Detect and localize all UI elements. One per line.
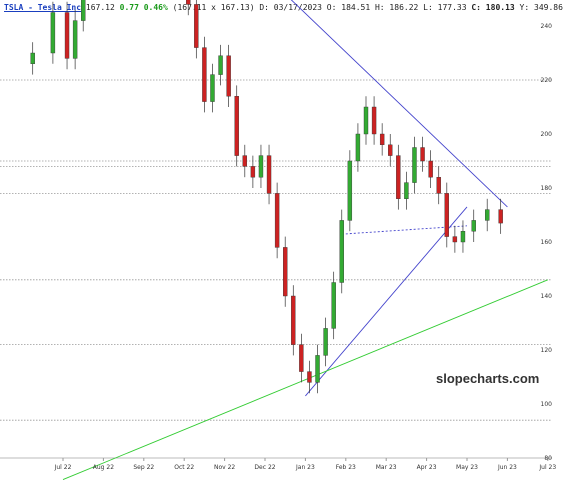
candle-body bbox=[355, 133, 361, 162]
x-tick-label: Jul 23 bbox=[538, 464, 556, 471]
trendline bbox=[62, 279, 548, 480]
x-tick-label: Jul 22 bbox=[54, 464, 72, 471]
x-tick-label: Mar 23 bbox=[376, 464, 397, 471]
high-value: H: 186.22 bbox=[374, 3, 419, 12]
candle-body bbox=[258, 155, 264, 178]
x-tick-label: Oct 22 bbox=[174, 464, 194, 471]
candle-body bbox=[412, 147, 417, 183]
chart-header: TSLA - Tesla Inc 167.12 0.77 0.46% (167.… bbox=[4, 2, 563, 14]
candle-body bbox=[404, 182, 409, 200]
y-tick-label: 160 bbox=[541, 239, 553, 246]
candle-body bbox=[485, 209, 490, 221]
candle-body bbox=[471, 220, 476, 232]
candle-body bbox=[202, 47, 207, 102]
candle-body bbox=[428, 160, 433, 178]
x-tick-label: Nov 22 bbox=[214, 464, 235, 471]
candle-body bbox=[460, 230, 466, 243]
candle-body bbox=[194, 4, 199, 48]
candle-body bbox=[80, 0, 86, 21]
x-tick-label: Apr 23 bbox=[417, 464, 437, 471]
close-value: C: 180.13 bbox=[471, 3, 515, 12]
x-tick-label: Jun 23 bbox=[497, 464, 517, 471]
candle-body bbox=[226, 55, 231, 97]
candles bbox=[30, 0, 503, 394]
candle-body bbox=[30, 52, 35, 65]
y-tick-label: 220 bbox=[541, 77, 553, 84]
candle-body bbox=[498, 209, 503, 224]
trendline bbox=[305, 206, 468, 397]
candle-body bbox=[315, 355, 320, 383]
candle-body bbox=[339, 220, 344, 283]
candle-body bbox=[307, 371, 312, 383]
x-tick-label: Jan 23 bbox=[295, 464, 315, 471]
candle-body bbox=[388, 144, 393, 156]
candle-body bbox=[331, 282, 336, 329]
bid-ask-range: (167.11 x 167.13) bbox=[172, 3, 255, 12]
candle-body bbox=[283, 247, 288, 297]
last-price: 167.12 bbox=[85, 3, 115, 12]
candle-body bbox=[72, 20, 78, 59]
low-value: L: 177.33 bbox=[423, 3, 467, 12]
x-tick-label: May 23 bbox=[456, 464, 478, 471]
candle-body bbox=[371, 106, 377, 135]
candle-body bbox=[218, 55, 223, 75]
candle-body bbox=[242, 155, 248, 167]
x-tick-label: Feb 23 bbox=[336, 464, 356, 471]
symbol-link[interactable]: TSLA - Tesla Inc bbox=[4, 3, 82, 12]
candle-body bbox=[210, 74, 215, 102]
y-tick-label: 120 bbox=[541, 347, 553, 354]
candle-body bbox=[363, 106, 369, 135]
y-tick-label: 240 bbox=[541, 23, 553, 30]
candle-body bbox=[250, 166, 256, 178]
candle-body bbox=[347, 160, 353, 221]
y-axis: 8010012014016018020022024026028030032034… bbox=[541, 23, 553, 462]
candle-body bbox=[186, 0, 191, 5]
candle-body bbox=[234, 95, 239, 156]
candle-body bbox=[266, 155, 272, 194]
candle-body bbox=[396, 155, 401, 200]
candle-body bbox=[323, 328, 328, 356]
y-tick-label: 140 bbox=[541, 293, 553, 300]
candle-body bbox=[274, 193, 280, 248]
y-tick-label: 200 bbox=[541, 131, 553, 138]
candle-body bbox=[444, 193, 449, 237]
price-change: 0.77 0.46% bbox=[119, 3, 168, 12]
bar-date: D: 03/17/2023 bbox=[259, 3, 322, 12]
candle-body bbox=[299, 344, 304, 372]
candle-body bbox=[291, 295, 296, 345]
candle-body bbox=[379, 133, 385, 146]
y-tick-label: 100 bbox=[541, 401, 553, 408]
candle-body bbox=[436, 176, 441, 194]
candle-body bbox=[452, 236, 458, 243]
x-tick-label: Sep 22 bbox=[133, 464, 154, 471]
open-value: O: 184.51 bbox=[326, 3, 371, 12]
y-tick-label: 180 bbox=[541, 185, 553, 192]
candle-body bbox=[420, 147, 425, 162]
watermark: slopecharts.com bbox=[436, 371, 539, 386]
trendline bbox=[290, 0, 508, 208]
volume-value: Y: 349.86 bbox=[519, 3, 563, 12]
candle-body bbox=[64, 12, 70, 59]
x-axis: Jul 22 Aug 22 Sep 22 Oct 22 Nov 22 Dec 22 Jan … bbox=[54, 458, 556, 471]
x-tick-label: Dec 22 bbox=[254, 464, 275, 471]
x-tick-label: Aug 22 bbox=[93, 464, 114, 471]
candle-body bbox=[50, 12, 56, 54]
